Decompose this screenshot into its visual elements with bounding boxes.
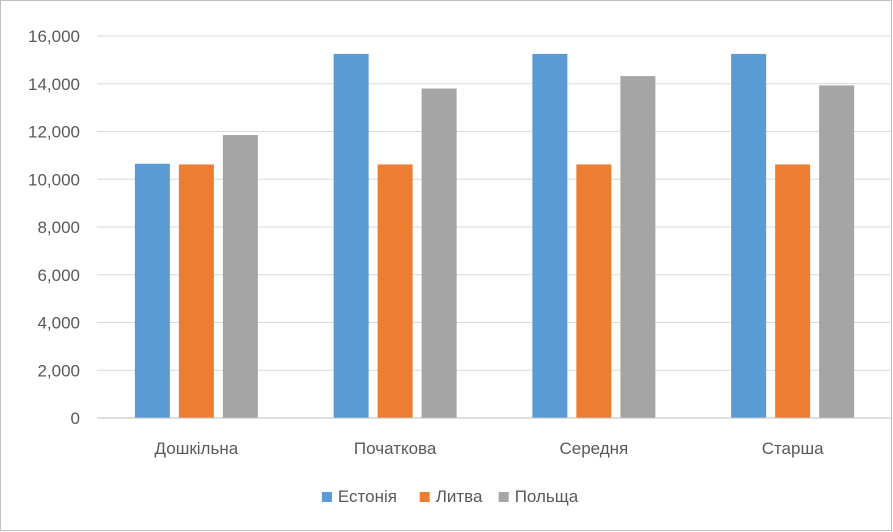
bar-1-4 (731, 53, 767, 418)
bar-2-1 (178, 164, 214, 418)
y-tick-label: 4,000 (37, 314, 80, 333)
x-category-label: Дошкільна (155, 439, 239, 458)
bar-3-1 (222, 135, 258, 419)
y-tick-label: 8,000 (37, 218, 80, 237)
y-tick-label: 16,000 (28, 27, 80, 46)
bar-3-2 (421, 88, 457, 419)
y-axis-tick-labels: 0 2,000 4,000 6,000 8,000 10,000 12,000 14,000 1… (28, 27, 80, 428)
y-tick-label: 2,000 (37, 361, 80, 380)
y-tick-label: 12,000 (28, 123, 80, 142)
legend-label: Польща (515, 487, 579, 506)
y-tick-label: 6,000 (37, 266, 80, 285)
legend-swatch (498, 492, 509, 502)
y-tick-label: 0 (71, 409, 80, 428)
legend: Естонія Литва Польща (321, 487, 579, 506)
y-tick-label: 14,000 (28, 75, 80, 94)
bar-1-1 (134, 163, 170, 418)
x-category-label: Старша (762, 439, 824, 458)
bar-2-4 (775, 164, 811, 418)
bar-2-3 (576, 164, 612, 418)
x-category-label: Середня (559, 439, 628, 458)
legend-swatch (419, 492, 430, 502)
gridlines (97, 35, 892, 371)
legend-label: Литва (436, 487, 483, 506)
bar-3-3 (620, 76, 656, 419)
x-category-label: Початкова (354, 439, 437, 458)
bar-1-2 (333, 53, 369, 418)
x-axis: Дошкільна Початкова Середня Старша (97, 417, 892, 458)
y-tick-label: 10,000 (28, 170, 80, 189)
bar-3-4 (819, 85, 855, 418)
legend-label: Естонія (338, 487, 397, 506)
bar-2-2 (377, 164, 413, 418)
bar-1-3 (532, 53, 568, 418)
bars (134, 53, 855, 419)
legend-swatch (321, 492, 332, 502)
